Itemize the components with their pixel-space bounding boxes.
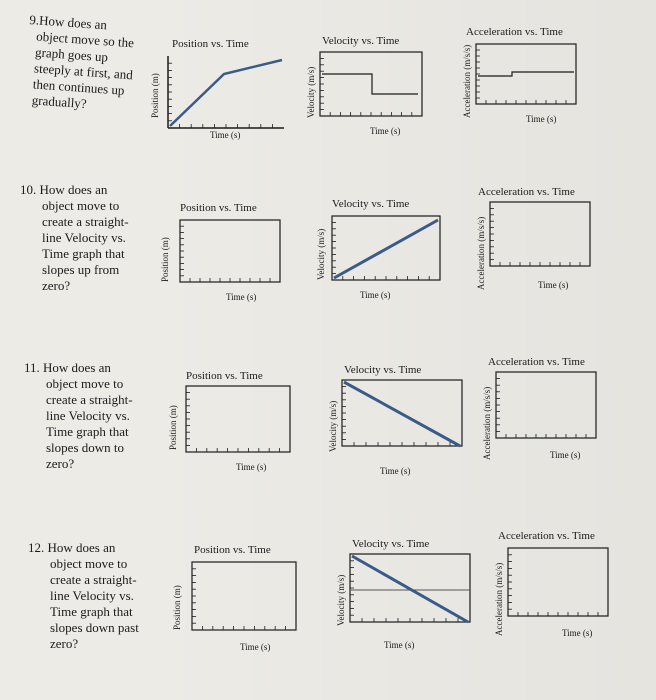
q10-velocity-xlabel: Time (s) (360, 290, 391, 300)
q11-velocity-xlabel: Time (s) (380, 466, 411, 476)
question-10-line-5: Time graph that (42, 246, 125, 261)
q10-velocity-graph (331, 215, 441, 281)
question-11-line-7: zero? (46, 456, 75, 471)
question-11-number: 11. (24, 360, 40, 375)
q11-acceleration-graph (495, 371, 597, 439)
q12-acceleration-title: Acceleration vs. Time (498, 530, 595, 542)
q9-velocity-xlabel: Time (s) (370, 126, 401, 136)
q12-position-ylabel: Position (m) (172, 585, 182, 630)
q12-velocity-ylabel: Velocity (m/s) (336, 574, 346, 626)
q9-position-curve (169, 58, 283, 127)
question-11-line-4: line Velocity vs. (46, 408, 130, 423)
question-12-line-6: slopes down past (50, 620, 139, 635)
q11-acceleration-title: Acceleration vs. Time (488, 356, 585, 368)
question-9: 9.How does an object move so the graph g… (23, 12, 136, 115)
question-11-line-5: Time graph that (46, 424, 129, 439)
q10-position-graph (179, 219, 281, 283)
question-12-line-3: create a straight- (50, 572, 137, 587)
q10-velocity-ylabel: Velocity (m/s) (316, 228, 326, 280)
question-10-line-2: object move to (42, 198, 120, 213)
question-10: 10. How does an object move to create a … (20, 182, 129, 294)
q11-position-ylabel: Position (m) (168, 405, 178, 450)
q11-position-xlabel: Time (s) (236, 462, 267, 472)
question-11-line-3: create a straight- (46, 392, 133, 407)
q9-position-ylabel: Position (m) (150, 73, 160, 118)
q10-position-title: Position vs. Time (180, 202, 257, 214)
q9-acceleration-ylabel: Acceleration (m/s/s) (462, 44, 472, 118)
q12-position-xlabel: Time (s) (240, 642, 271, 652)
question-10-line-1: How does an (39, 182, 108, 197)
q12-acceleration-ylabel: Acceleration (m/s/s) (494, 562, 504, 636)
q9-position-xlabel: Time (s) (210, 130, 241, 140)
question-12-line-7: zero? (50, 636, 79, 651)
q11-position-graph (185, 385, 291, 453)
question-11-line-6: slopes down to (46, 440, 124, 455)
question-10-line-4: line Velocity vs. (42, 230, 126, 245)
q10-acceleration-ylabel: Acceleration (m/s/s) (476, 216, 486, 290)
question-12: 12. How does an object move to create a … (28, 540, 139, 652)
question-12-number: 12. (28, 540, 45, 555)
q11-acceleration-ylabel: Acceleration (m/s/s) (482, 386, 492, 460)
q12-velocity-title: Velocity vs. Time (352, 538, 430, 550)
q11-position-title: Position vs. Time (186, 370, 263, 382)
q11-velocity-title: Velocity vs. Time (344, 364, 422, 376)
q10-velocity-line (333, 218, 439, 280)
q9-velocity-title: Velocity vs. Time (322, 35, 400, 47)
q9-position-graph (167, 56, 284, 129)
question-10-line-7: zero? (42, 278, 71, 293)
q9-velocity-curve (322, 73, 418, 95)
question-12-line-2: object move to (50, 556, 128, 571)
question-11: 11. How does an object move to create a … (24, 360, 133, 472)
q10-acceleration-title: Acceleration vs. Time (478, 186, 575, 198)
question-10-line-6: slopes up from (42, 262, 120, 277)
q12-position-title: Position vs. Time (194, 544, 271, 556)
q10-position-xlabel: Time (s) (226, 292, 257, 302)
question-12-line-5: Time graph that (50, 604, 133, 619)
question-12-line-4: line Velocity vs. (50, 588, 134, 603)
q11-velocity-line (343, 380, 461, 448)
q11-velocity-ylabel: Velocity (m/s) (328, 400, 338, 452)
q12-velocity-line (351, 554, 469, 624)
q9-acceleration-graph (475, 43, 577, 105)
q12-acceleration-graph (507, 547, 609, 617)
q9-acceleration-title: Acceleration vs. Time (466, 26, 563, 38)
q9-velocity-ylabel: Velocity (m/s) (306, 66, 316, 118)
q10-acceleration-xlabel: Time (s) (538, 280, 569, 290)
question-11-line-1: How does an (43, 360, 111, 375)
question-10-number: 10. (20, 182, 37, 197)
question-12-line-1: How does an (47, 540, 116, 555)
q12-velocity-graph (349, 553, 471, 624)
q12-acceleration-xlabel: Time (s) (562, 628, 593, 638)
q10-velocity-title: Velocity vs. Time (332, 198, 410, 210)
q9-position-title: Position vs. Time (172, 38, 249, 50)
q12-position-graph (191, 561, 297, 631)
q10-position-ylabel: Position (m) (160, 237, 170, 282)
q9-velocity-graph (319, 51, 423, 117)
question-11-line-2: object move to (46, 376, 124, 391)
q10-acceleration-graph (489, 201, 591, 267)
q11-velocity-graph (341, 379, 463, 448)
q11-acceleration-xlabel: Time (s) (550, 450, 581, 460)
q12-velocity-xlabel: Time (s) (384, 640, 415, 650)
question-10-line-3: create a straight- (42, 214, 129, 229)
q9-acceleration-curve (478, 71, 574, 77)
q9-acceleration-xlabel: Time (s) (526, 114, 557, 124)
